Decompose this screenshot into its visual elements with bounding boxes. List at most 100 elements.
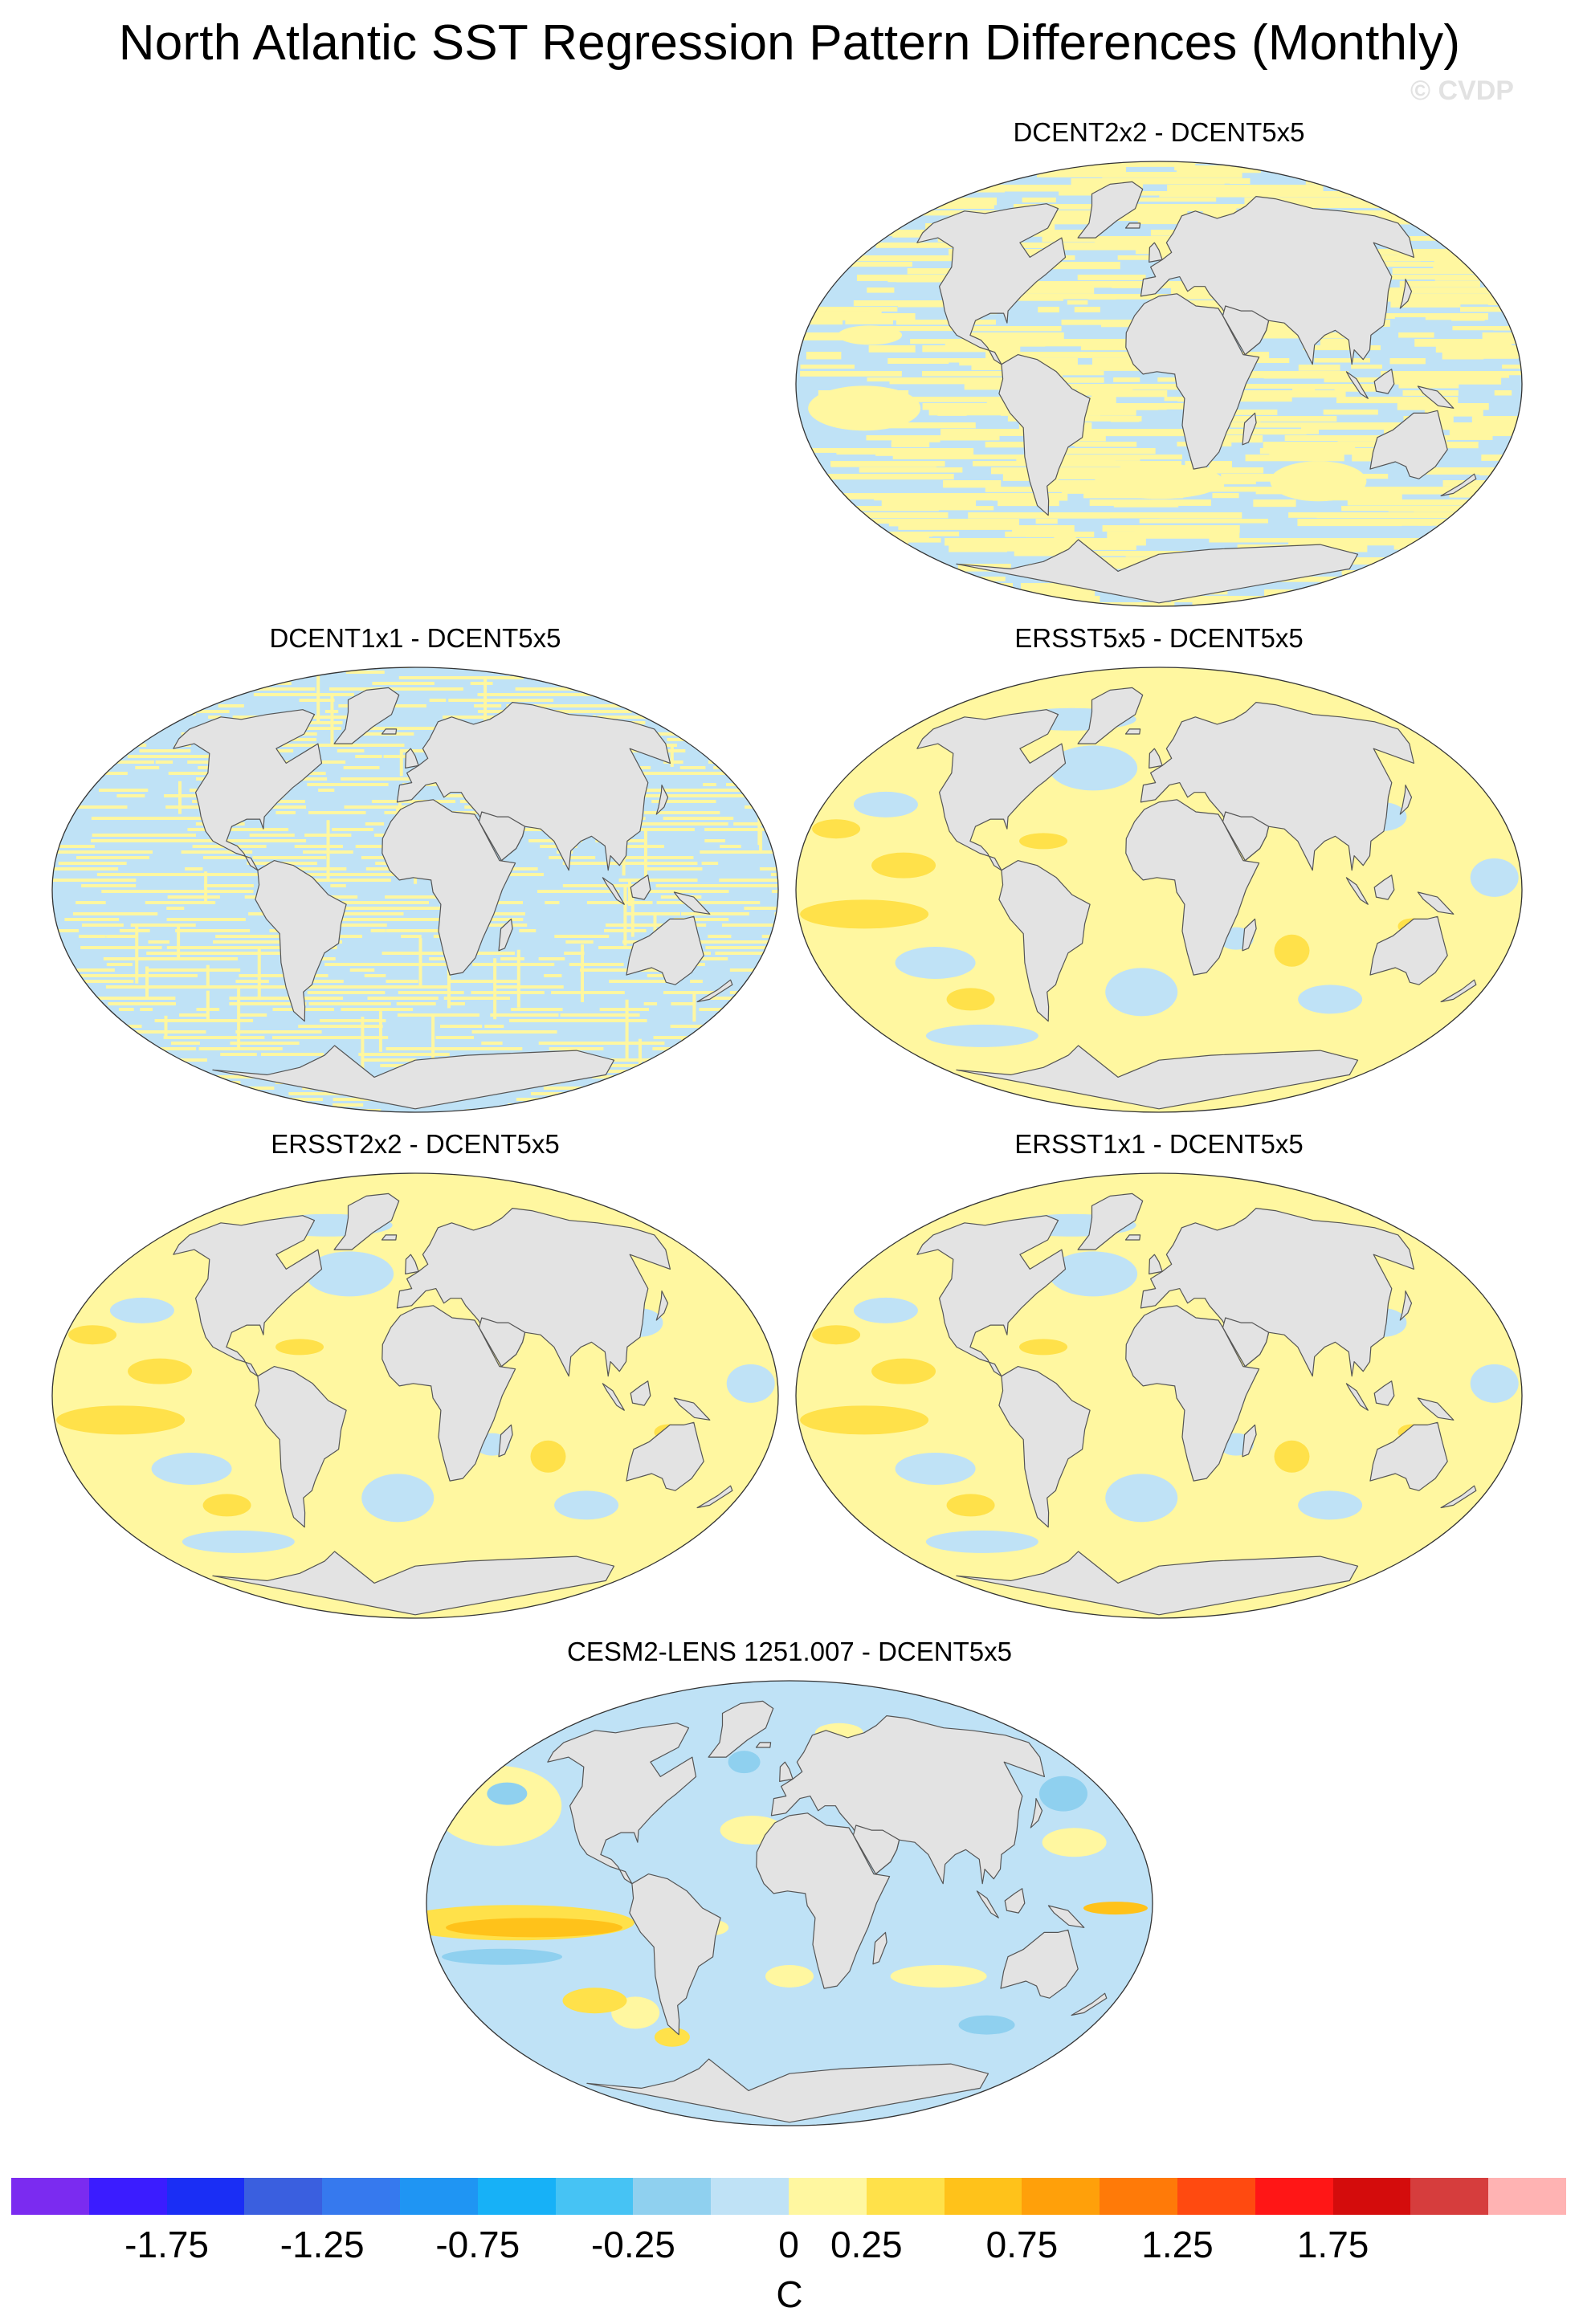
land-borneo [630,875,651,900]
panel-title: ERSST5x5 - DCENT5x5 [1014,623,1304,653]
colorbar-box [244,2178,323,2215]
land-south-america [629,1873,721,2036]
colorbar-tick-label: 0 [778,2224,799,2265]
land-greenland [333,1193,400,1250]
land-japan [1399,1290,1413,1321]
land-iceland [755,1742,772,1748]
land-britain [779,1761,794,1782]
colorbar-box [1255,2178,1334,2215]
land-masses [916,687,1477,1110]
world-map [51,667,779,1113]
land-arabia-cut [478,811,526,862]
land-north-america [173,1215,323,1377]
map-border [51,1172,779,1619]
panel-title: ERSST2x2 - DCENT5x5 [271,1129,560,1159]
colorbar-box [633,2178,712,2215]
land-japan [1399,279,1413,309]
colorbar-box [1488,2178,1567,2215]
world-map [795,161,1523,607]
land-borneo [1004,1888,1026,1914]
land-madagascar [498,1424,513,1458]
colorbar-tick-label: -1.75 [124,2224,210,2265]
land-japan [655,1290,669,1321]
land-iceland [381,728,398,735]
colorbar [11,2178,1567,2215]
land-africa [381,799,516,976]
land-greenland [1077,687,1144,744]
land-antarctica [956,1045,1359,1110]
map-panel-ersst5x5: ERSST5x5 - DCENT5x5 [794,623,1524,1113]
land-britain [405,748,419,769]
land-africa [1125,1305,1260,1482]
colorbar-tick-label: -0.25 [590,2224,675,2265]
land-new-zealand [696,1485,733,1509]
map-border [795,161,1523,607]
land-arabia-cut [478,1317,526,1368]
colorbar-tick-label: 1.75 [1296,2224,1369,2265]
ocean-field [796,1173,1522,1618]
land-south-america [998,1366,1091,1528]
colorbar-tick-label: -0.75 [435,2224,520,2265]
world-map [795,1172,1523,1619]
land-madagascar [1242,1424,1257,1458]
land-new-zealand [1440,979,1477,1003]
colorbar-unit: C [776,2273,803,2315]
cvdp-watermark: © CVDP [1410,75,1514,106]
land-borneo [630,1380,651,1406]
colorbar-box [477,2178,557,2215]
colorbar-box [1100,2178,1178,2215]
figure-title: North Atlantic SST Regression Pattern Di… [118,15,1461,71]
colorbar-box [789,2178,867,2215]
land-australia [626,915,704,985]
land-greenland [708,1700,774,1758]
land-sumatra [602,1383,625,1411]
colorbar-box [11,2178,90,2215]
map-border [426,1680,1153,2126]
land-antarctica [212,1045,615,1110]
colorbar-box [711,2178,790,2215]
map-border [51,667,779,1113]
colorbar-tick-label: 0.75 [985,2224,1059,2265]
land-australia [1000,1929,1079,1999]
land-new-zealand [1071,1992,1108,2016]
land-madagascar [872,1931,887,1965]
land-masses [547,1700,1108,2123]
land-antarctica [956,1551,1359,1616]
land-madagascar [498,918,513,952]
ocean-field [796,667,1522,1112]
land-new-guinea [1417,1397,1455,1421]
land-borneo [1373,1380,1395,1406]
land-britain [1149,242,1163,263]
ocean-field [52,1173,778,1618]
land-antarctica [586,2058,989,2123]
land-iceland [1124,728,1141,735]
map-panel-ersst1x1: ERSST1x1 - DCENT5x5 [794,1129,1524,1619]
land-iceland [381,1234,398,1241]
land-australia [1369,410,1448,479]
colorbar-box [400,2178,479,2215]
ocean-field [426,1681,1153,2126]
land-north-america [547,1723,697,1885]
colorbar-box [166,2178,245,2215]
land-borneo [1373,875,1395,900]
land-australia [626,1421,704,1491]
land-new-guinea [1417,385,1455,409]
land-south-america [998,860,1091,1022]
land-africa [1125,799,1260,976]
panel-title: DCENT2x2 - DCENT5x5 [1013,117,1305,147]
land-masses [916,181,1477,604]
land-africa [756,1812,891,1989]
land-new-zealand [1440,473,1477,497]
land-north-america [916,1215,1067,1377]
colorbar-box [1177,2178,1256,2215]
land-arabia-cut [1222,811,1270,862]
map-panel-dcent1x1: DCENT1x1 - DCENT5x5 [50,623,781,1113]
land-greenland [333,687,400,744]
land-north-america [173,709,323,871]
land-japan [1399,785,1413,815]
colorbar-box [1022,2178,1100,2215]
map-panel-cesm2-lens: CESM2-LENS 1251.007 - DCENT5x5 [424,1637,1155,2126]
land-borneo [1373,369,1395,394]
colorbar-tick-label: 0.25 [830,2224,903,2265]
land-australia [1369,915,1448,985]
